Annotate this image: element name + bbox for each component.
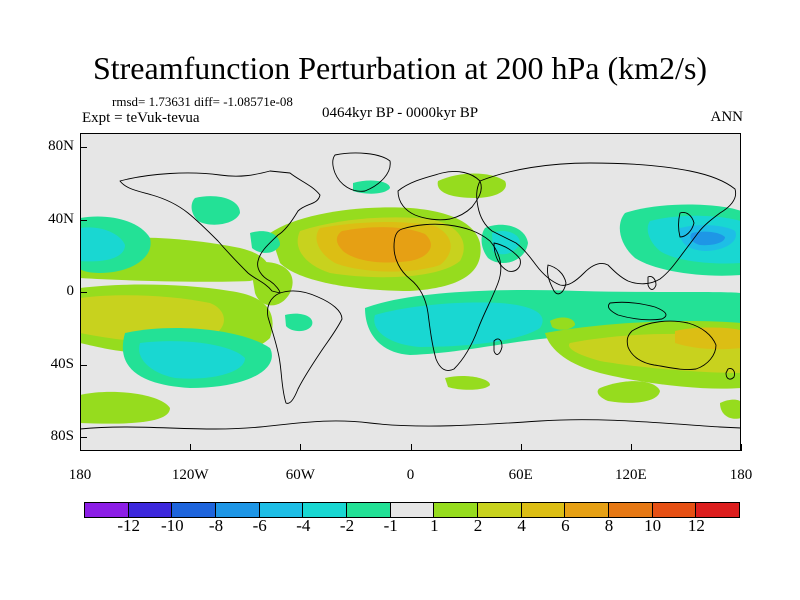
colorbar-label: 8 (604, 516, 614, 535)
coast-europe (397, 170, 482, 221)
coast-asia (476, 162, 737, 286)
coast-south-america (267, 290, 343, 404)
lat-tick-label: 80S (50, 428, 74, 444)
coast-indonesia (607, 301, 667, 321)
colorbar-label: -4 (296, 516, 311, 535)
coast-antarctica (80, 419, 741, 430)
rmsd-stats: rmsd= 1.73631 diff= -1.08571e-08 (112, 94, 293, 109)
colorbar-label: -12 (117, 516, 140, 535)
lon-tick-mark (410, 444, 412, 451)
lon-tick-mark (190, 444, 192, 451)
lon-tick-mark (630, 444, 632, 451)
lon-tick-mark (741, 444, 742, 451)
positive-region-south-africa (445, 375, 490, 390)
negative-region-mideast-core (492, 231, 520, 255)
lat-tick-mark (80, 292, 87, 293)
coast-india (547, 264, 567, 295)
lat-tick-label: 0 (66, 283, 75, 299)
lon-tick-label: 180 (729, 467, 753, 483)
colorbar-label: 2 (473, 516, 483, 535)
coast-philippines (647, 276, 657, 290)
world-map (80, 133, 741, 451)
lat-tick-label: 40N (48, 210, 74, 227)
coast-australia (626, 320, 717, 370)
colorbar-label: -6 (252, 516, 267, 535)
coast-japan (678, 212, 695, 238)
colorbar-label: -2 (339, 516, 355, 535)
lon-tick-label: 60E (508, 467, 533, 483)
negative-region-satlantic-core (374, 302, 543, 347)
colorbar-label: -1 (383, 516, 398, 535)
colorbar-label: -8 (208, 516, 224, 535)
positive-region-india (550, 317, 575, 330)
coastlines (80, 152, 741, 430)
lat-tick-mark (80, 364, 87, 366)
colorbar-label: 12 (687, 516, 705, 535)
plot-title: Streamfunction Perturbation at 200 hPa (… (92, 50, 708, 86)
colorbar-label: 10 (644, 516, 662, 535)
colorbar-box (433, 502, 479, 518)
negative-region-nwpacific-inner (690, 231, 725, 246)
lon-tick-label: 60W (285, 467, 315, 483)
colorbar-box (564, 502, 610, 518)
lon-tick-label: 120W (171, 467, 209, 483)
coast-africa (393, 223, 502, 371)
negative-region-nw-america (250, 231, 280, 253)
negative-region-arctic-small (353, 180, 390, 194)
negative-region-spacific-core (139, 341, 245, 379)
positive-region-southern-ocean-w (80, 391, 170, 424)
lat-tick-mark (80, 219, 87, 221)
lon-tick-label: 180 (68, 467, 92, 483)
negative-region-npacific-core (80, 227, 125, 262)
colorbar-label: 1 (430, 516, 439, 535)
negative-region-samerica (285, 313, 313, 332)
lon-tick-label: 0 (406, 467, 415, 483)
positive-region-atlantic-core (336, 227, 431, 263)
colorbar-label: 4 (517, 516, 526, 535)
colorbar-label: 6 (561, 516, 570, 535)
positive-region-se-pacific (720, 399, 741, 419)
negative-region-aleutian (191, 196, 240, 225)
contour-fills (80, 173, 741, 424)
season-label: ANN (710, 109, 744, 125)
lat-tick-label: 80N (48, 138, 74, 154)
lat-tick-label: 40S (50, 355, 74, 372)
lon-tick-mark (80, 444, 81, 451)
lon-tick-mark (520, 444, 522, 451)
positive-region-southern-ocean-e (597, 381, 660, 403)
experiment-label: Expt = teVuk-tevua (82, 110, 200, 126)
lat-tick-mark (80, 437, 87, 438)
colorbar-box (520, 502, 566, 518)
colorbar-box (477, 502, 522, 518)
colorbar (84, 502, 741, 518)
positive-region-australia-core (675, 327, 741, 350)
coast-new-zealand (725, 368, 735, 380)
coast-north-america (119, 170, 321, 294)
lat-tick-mark (80, 147, 87, 148)
lon-tick-label: 120E (614, 467, 647, 483)
lon-tick-mark (300, 444, 302, 451)
period-label: 0464kyr BP - 0000kyr BP (322, 105, 479, 121)
positive-region-europe (437, 173, 506, 198)
coast-arabia (493, 242, 521, 272)
coast-madagascar (493, 338, 503, 355)
colorbar-label: -10 (160, 516, 184, 535)
coast-greenland (332, 152, 391, 192)
colorbar-box (695, 502, 741, 518)
